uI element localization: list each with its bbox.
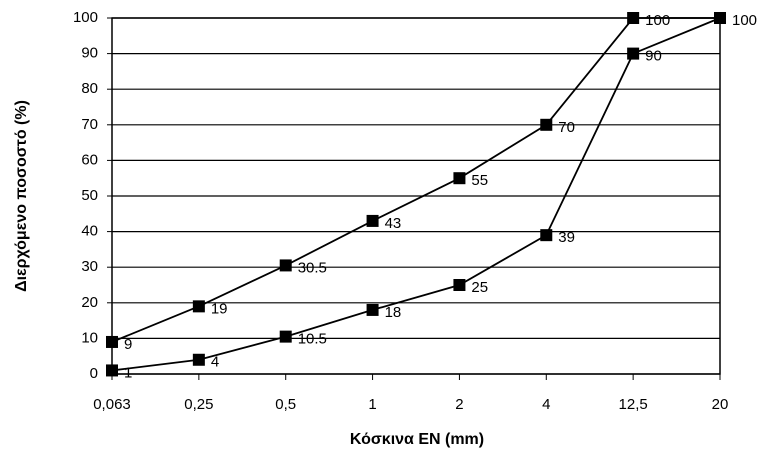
data-label: 100 (645, 12, 670, 29)
x-tick-label: 12,5 (619, 396, 648, 413)
marker (279, 330, 292, 343)
data-label: 30.5 (298, 259, 327, 276)
y-axis-title: Διερχόμενο ποσοστό (%) (13, 100, 30, 292)
data-label: 100 (732, 12, 757, 29)
data-label: 9 (124, 336, 132, 353)
y-tick-label: 30 (81, 258, 98, 275)
marker (540, 229, 553, 242)
x-tick-label: 4 (542, 396, 550, 413)
data-label: 43 (385, 215, 402, 232)
y-tick-label: 60 (81, 151, 98, 168)
data-label: 25 (471, 279, 488, 296)
marker (106, 364, 118, 377)
data-label: 18 (385, 304, 402, 321)
data-label: 19 (211, 300, 228, 317)
data-label: 1 (124, 364, 132, 381)
x-tick-label: 1 (368, 396, 376, 413)
marker (453, 172, 466, 185)
marker (192, 300, 205, 313)
marker (453, 279, 466, 291)
y-tick-label: 100 (73, 9, 98, 26)
marker (366, 303, 379, 316)
x-tick-label: 20 (712, 396, 729, 413)
data-label: 70 (558, 119, 575, 136)
marker (192, 353, 205, 366)
x-axis-title: Κόσκινα ΕΝ (mm) (350, 431, 484, 448)
y-tick-label: 0 (90, 365, 98, 382)
series-line (111, 17, 721, 372)
y-tick-label: 90 (81, 45, 98, 62)
data-label: 4 (211, 354, 219, 371)
y-tick-label: 20 (81, 294, 98, 311)
y-tick-label: 50 (81, 187, 98, 204)
series-line (111, 17, 720, 343)
marker (366, 214, 379, 227)
marker (540, 118, 553, 131)
data-label: 39 (558, 229, 575, 246)
x-tick-label: 2 (455, 396, 463, 413)
x-tick-label: 0,5 (275, 396, 296, 413)
data-label: 90 (645, 48, 662, 65)
marker (279, 259, 292, 272)
marker (714, 12, 726, 24)
y-tick-label: 70 (81, 116, 98, 133)
data-label: 10.5 (298, 331, 327, 348)
y-tick-label: 40 (81, 223, 98, 240)
x-tick-label: 0,063 (93, 396, 131, 413)
y-tick-label: 10 (81, 329, 98, 346)
data-label: 55 (471, 172, 488, 189)
marker (627, 12, 640, 24)
marker (106, 335, 118, 348)
y-tick-label: 80 (81, 80, 98, 97)
marker (627, 47, 640, 60)
x-tick-label: 0,25 (184, 396, 213, 413)
